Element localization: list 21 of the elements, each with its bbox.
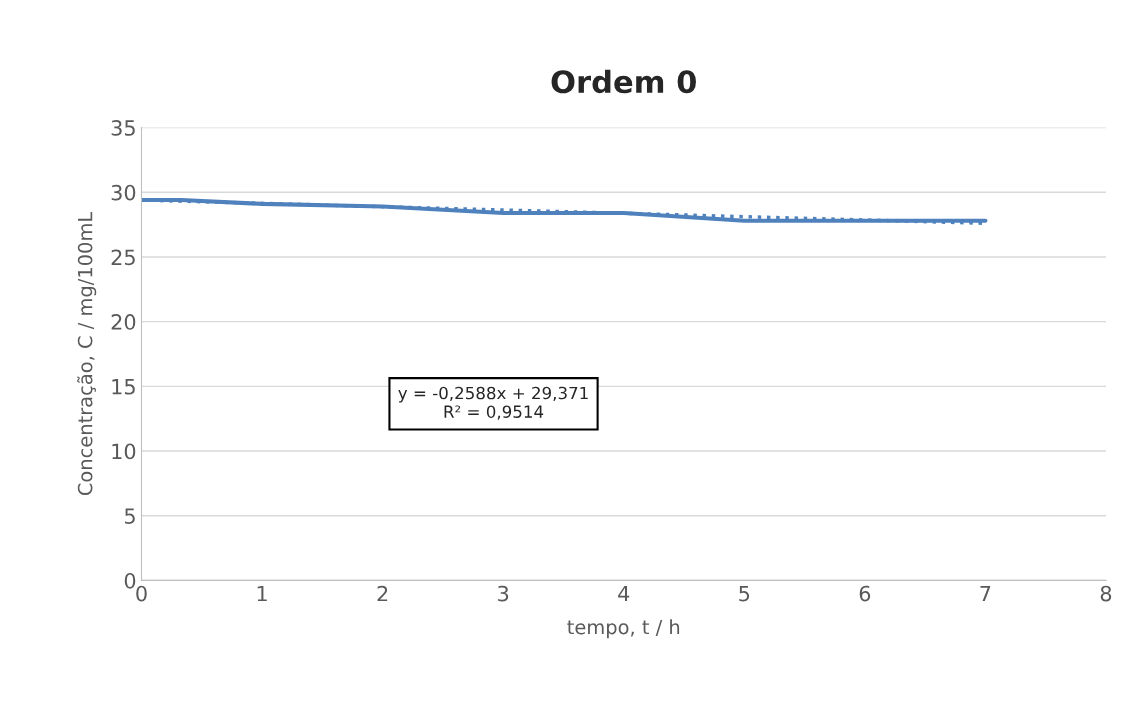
y-tick-label: 30 — [111, 184, 136, 201]
y-tick-label: 10 — [112, 443, 136, 460]
x-tick-label: 4 — [618, 585, 630, 602]
x-tick-label: 7 — [980, 585, 991, 602]
x-tick-label: 8 — [1100, 585, 1112, 602]
x-tick-label: 0 — [136, 585, 147, 602]
x-tick-label: 6 — [859, 585, 871, 602]
x-tick-label: 3 — [498, 585, 509, 602]
y-tick-label: 35 — [111, 120, 135, 136]
y-tick-label: 0 — [124, 572, 136, 589]
x-tick-label: 1 — [257, 585, 267, 602]
y-tick-label: 25 — [111, 249, 135, 266]
x-tick-label: 2 — [377, 585, 388, 602]
y-tick-label: 5 — [124, 508, 135, 524]
y-tick-label: 20 — [111, 314, 136, 330]
y-tick-label: 15 — [112, 379, 135, 395]
annotation: y = -0,2588x + 29,371 R² = 0,9514 — [398, 386, 588, 420]
x-tick-label: 5 — [739, 585, 750, 602]
y-axis-title: Concentração, C / mg/100mL — [77, 211, 97, 496]
x-axis-title: tempo, t / h — [567, 619, 680, 639]
chart-title: Ordem 0 — [551, 69, 696, 94]
